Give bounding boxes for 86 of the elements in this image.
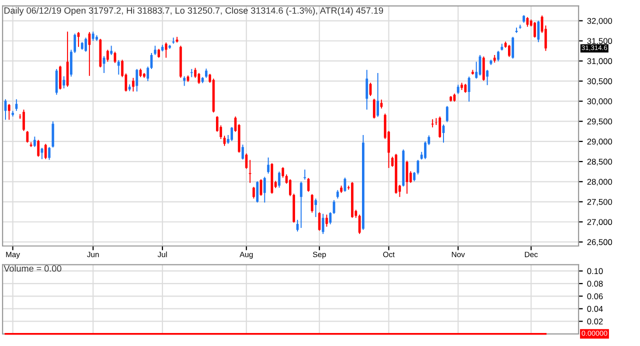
candlestick	[136, 68, 138, 92]
candlestick	[44, 143, 47, 160]
candlestick	[252, 186, 255, 200]
candlestick	[190, 68, 193, 78]
chart-title: Volume = 0.00	[4, 265, 62, 272]
candlestick	[194, 67, 196, 78]
candlestick	[205, 68, 208, 78]
candlestick	[300, 181, 302, 228]
candlestick	[183, 76, 186, 86]
candlestick	[74, 33, 76, 54]
candlestick	[310, 194, 314, 214]
candlestick	[26, 130, 29, 144]
candlestick	[424, 140, 426, 160]
candlestick	[512, 36, 514, 60]
candlestick	[497, 50, 500, 62]
candlestick	[325, 214, 328, 228]
candlestick	[146, 66, 150, 82]
candlestick	[329, 212, 332, 225]
candlestick	[372, 98, 376, 119]
y-tick-label: 30,500	[587, 78, 612, 86]
candlestick	[318, 212, 321, 232]
candlestick	[15, 98, 18, 112]
candlestick	[88, 32, 91, 76]
y-tick-label: 27,000	[587, 219, 612, 226]
y-tick-label: 29,500	[587, 118, 612, 126]
candlestick	[92, 31, 94, 42]
y-tick-label: 28,500	[587, 158, 612, 166]
candlestick	[537, 20, 540, 43]
candlestick	[534, 21, 536, 38]
candlestick	[248, 159, 252, 184]
y-tick-label: 26,500	[587, 239, 612, 246]
candlestick	[267, 157, 270, 174]
candlestick	[468, 76, 470, 102]
candlestick	[322, 213, 324, 234]
candlestick	[256, 180, 259, 204]
candlestick	[376, 72, 380, 118]
candlestick	[278, 171, 280, 188]
candlestick	[508, 44, 510, 58]
candlestick	[230, 126, 233, 142]
candlestick	[263, 176, 266, 204]
candlestick	[59, 65, 62, 90]
y-tick-label: 27,500	[587, 198, 612, 206]
candlestick	[132, 77, 134, 92]
candlestick	[55, 68, 58, 96]
candlestick	[117, 60, 120, 76]
candlestick	[242, 144, 244, 160]
candlestick	[482, 56, 485, 82]
candlestick	[22, 109, 25, 132]
y-tick-label: 28,000	[587, 178, 612, 186]
y-tick-label: 30,000	[587, 98, 612, 106]
chart-title: Daily 06/12/19 Open 31797.2, Hi 31883.7, Lo 31250.7, Close 31314.6 (-1.3%), ATR(14) 457.19	[4, 7, 384, 16]
candlestick	[307, 178, 310, 192]
candlestick	[431, 118, 434, 128]
candlestick	[84, 37, 87, 52]
candlestick	[106, 49, 109, 62]
candlestick	[282, 166, 284, 178]
candlestick	[358, 214, 361, 234]
candlestick	[344, 177, 346, 192]
candlestick	[164, 42, 168, 58]
y-tick-label: 0.10	[587, 268, 603, 274]
candlestick	[438, 116, 442, 138]
y-tick-label: 0.04	[587, 306, 603, 312]
y-tick-label: 31,000	[587, 58, 612, 66]
candlestick	[446, 106, 448, 123]
y-tick-label: 29,000	[587, 138, 612, 146]
candlestick	[52, 120, 54, 148]
candlestick	[314, 198, 317, 218]
candlestick	[288, 178, 292, 197]
y-tick-label: 0.02	[587, 318, 603, 324]
candlestick	[48, 146, 50, 160]
candlestick	[486, 69, 489, 86]
y-tick-label: 31,500	[587, 38, 612, 45]
y-tick-label: 32,000	[587, 18, 612, 25]
candlestick	[366, 69, 368, 110]
candlestick	[37, 139, 40, 158]
candlestick	[8, 104, 10, 120]
y-tick-label: 0.06	[587, 293, 603, 300]
candlestick	[110, 45, 113, 56]
candlestick	[304, 169, 306, 180]
y-tick-label: 0.08	[587, 280, 603, 287]
candlestick	[70, 49, 72, 78]
candlestick	[245, 153, 248, 170]
candlestick	[62, 76, 66, 89]
candlestick	[456, 84, 460, 94]
candlestick	[154, 45, 156, 56]
candlestick	[33, 136, 36, 148]
